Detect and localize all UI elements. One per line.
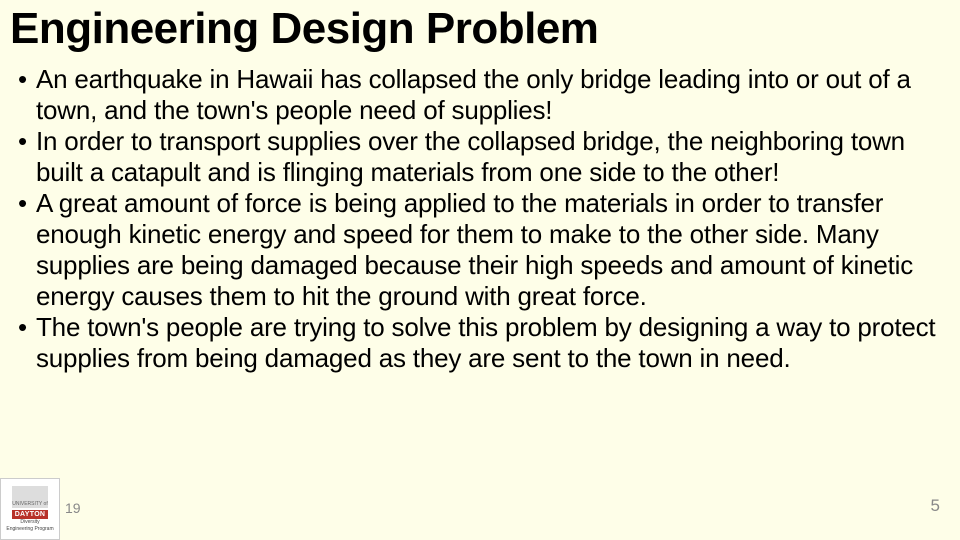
bullet-text: The town's people are trying to solve th… — [36, 312, 944, 374]
university-logo: UNIVERSITY of DAYTON Diversity Engineeri… — [0, 478, 60, 540]
logo-subtitle-2: Engineering Program — [6, 527, 53, 533]
list-item: • In order to transport supplies over th… — [16, 126, 944, 188]
bullet-text: In order to transport supplies over the … — [36, 126, 944, 188]
list-item: • An earthquake in Hawaii has collapsed … — [16, 64, 944, 126]
logo-university-name: DAYTON — [12, 510, 49, 520]
logo-chapel-icon: UNIVERSITY of — [12, 486, 48, 508]
bullet-marker: • — [16, 188, 36, 219]
slide-title: Engineering Design Problem — [0, 0, 960, 64]
list-item: • A great amount of force is being appli… — [16, 188, 944, 312]
bullet-text: A great amount of force is being applied… — [36, 188, 944, 312]
slide-number: 5 — [931, 496, 940, 516]
bullet-marker: • — [16, 312, 36, 343]
bullet-list: • An earthquake in Hawaii has collapsed … — [0, 64, 960, 374]
list-item: • The town's people are trying to solve … — [16, 312, 944, 374]
date-fragment: 19 — [65, 500, 81, 516]
bullet-marker: • — [16, 64, 36, 95]
bullet-text: An earthquake in Hawaii has collapsed th… — [36, 64, 944, 126]
bullet-marker: • — [16, 126, 36, 157]
